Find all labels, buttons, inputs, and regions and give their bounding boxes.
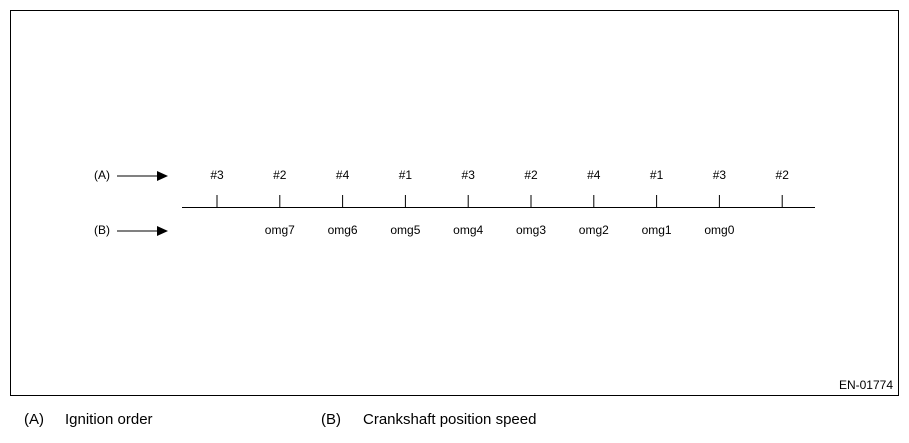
- cylinder-label: #2: [524, 168, 538, 182]
- speed-label: omg7: [265, 223, 295, 237]
- cylinder-label: #2: [273, 168, 287, 182]
- cylinder-label: #3: [713, 168, 727, 182]
- cylinder-label: #3: [462, 168, 476, 182]
- cylinder-label: #1: [650, 168, 664, 182]
- figure-id: EN-01774: [839, 378, 893, 392]
- legend-text: Crankshaft position speed: [363, 411, 536, 428]
- legend-text: Ignition order: [65, 411, 153, 428]
- cylinder-label: #4: [336, 168, 350, 182]
- cylinder-label: #2: [776, 168, 790, 182]
- cylinder-label: #3: [210, 168, 224, 182]
- arrow-head: [157, 226, 168, 236]
- cylinder-label: #1: [399, 168, 413, 182]
- speed-label: omg1: [642, 223, 672, 237]
- speed-label: omg5: [390, 223, 420, 237]
- speed-label: omg3: [516, 223, 546, 237]
- speed-label: omg6: [328, 223, 358, 237]
- speed-label: omg2: [579, 223, 609, 237]
- legend-key: (A): [24, 411, 44, 428]
- legend-key: (B): [321, 411, 341, 428]
- speed-label: omg0: [704, 223, 734, 237]
- row-label: (B): [94, 223, 110, 237]
- speed-label: omg4: [453, 223, 483, 237]
- arrow-head: [157, 171, 168, 181]
- row-label: (A): [94, 168, 110, 182]
- cylinder-label: #4: [587, 168, 601, 182]
- figure-frame: [10, 10, 899, 396]
